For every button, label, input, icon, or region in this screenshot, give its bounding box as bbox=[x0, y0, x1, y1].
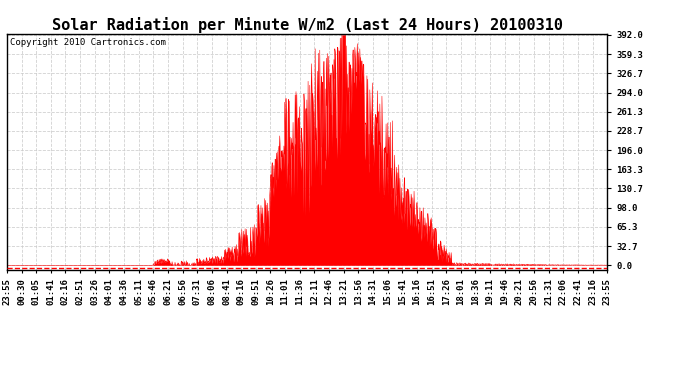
Text: Copyright 2010 Cartronics.com: Copyright 2010 Cartronics.com bbox=[10, 39, 166, 48]
Title: Solar Radiation per Minute W/m2 (Last 24 Hours) 20100310: Solar Radiation per Minute W/m2 (Last 24… bbox=[52, 16, 562, 33]
